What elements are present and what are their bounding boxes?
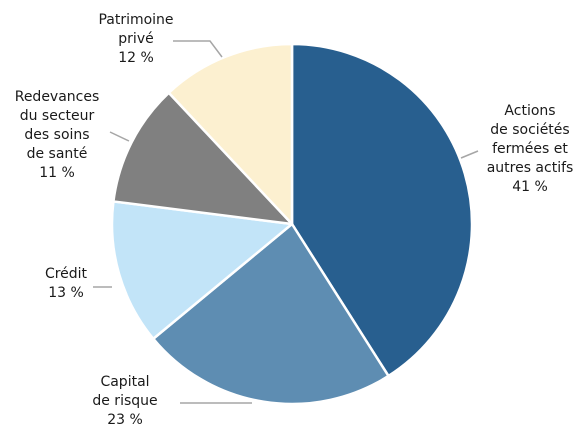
pie-slice-4	[167, 42, 294, 226]
leader-line-4	[173, 40, 223, 58]
slice-label-line: Crédit	[45, 266, 88, 282]
leader-line-0	[460, 150, 479, 159]
slice-label-line: de santé	[27, 146, 88, 162]
slice-label-line: Capital	[100, 374, 149, 390]
slice-label-line: fermées et	[492, 141, 568, 157]
pie-slices	[110, 42, 474, 406]
pie-slice-3	[112, 91, 294, 226]
slice-label-3: Redevances du secteur des soins de santé 11 …	[15, 89, 100, 181]
slice-label-line: de sociétés	[490, 122, 569, 138]
slice-label-line: des soins	[24, 127, 89, 143]
slice-label-line: de risque	[92, 393, 157, 409]
slice-label-line: autres actifs	[487, 160, 574, 176]
pie-slice-2	[110, 200, 294, 340]
slice-label-line: Redevances	[15, 89, 100, 105]
slice-label-line: du secteur	[20, 108, 95, 124]
slice-value-label: 23 %	[107, 412, 143, 427]
leader-lines	[93, 40, 479, 404]
slice-label-line: Actions	[504, 103, 555, 119]
slice-label-4: Patrimoine privé 12 %	[98, 12, 173, 66]
slice-label-line: Patrimoine	[98, 12, 173, 28]
slice-value-label: 13 %	[48, 285, 84, 301]
slice-label-line: privé	[118, 31, 153, 47]
slice-labels: Actions de sociétés fermées et autres actif…	[15, 12, 574, 427]
leader-line-3	[109, 131, 130, 142]
slice-label-2: Crédit 13 %	[45, 266, 88, 301]
slice-value-label: 12 %	[118, 50, 154, 66]
slice-label-0: Actions de sociétés fermées et autres actif…	[487, 103, 574, 195]
pie-slice-1	[152, 222, 390, 406]
slice-value-label: 11 %	[39, 165, 75, 181]
slice-label-1: Capital de risque 23 %	[92, 374, 157, 427]
slice-value-label: 41 %	[512, 179, 548, 195]
